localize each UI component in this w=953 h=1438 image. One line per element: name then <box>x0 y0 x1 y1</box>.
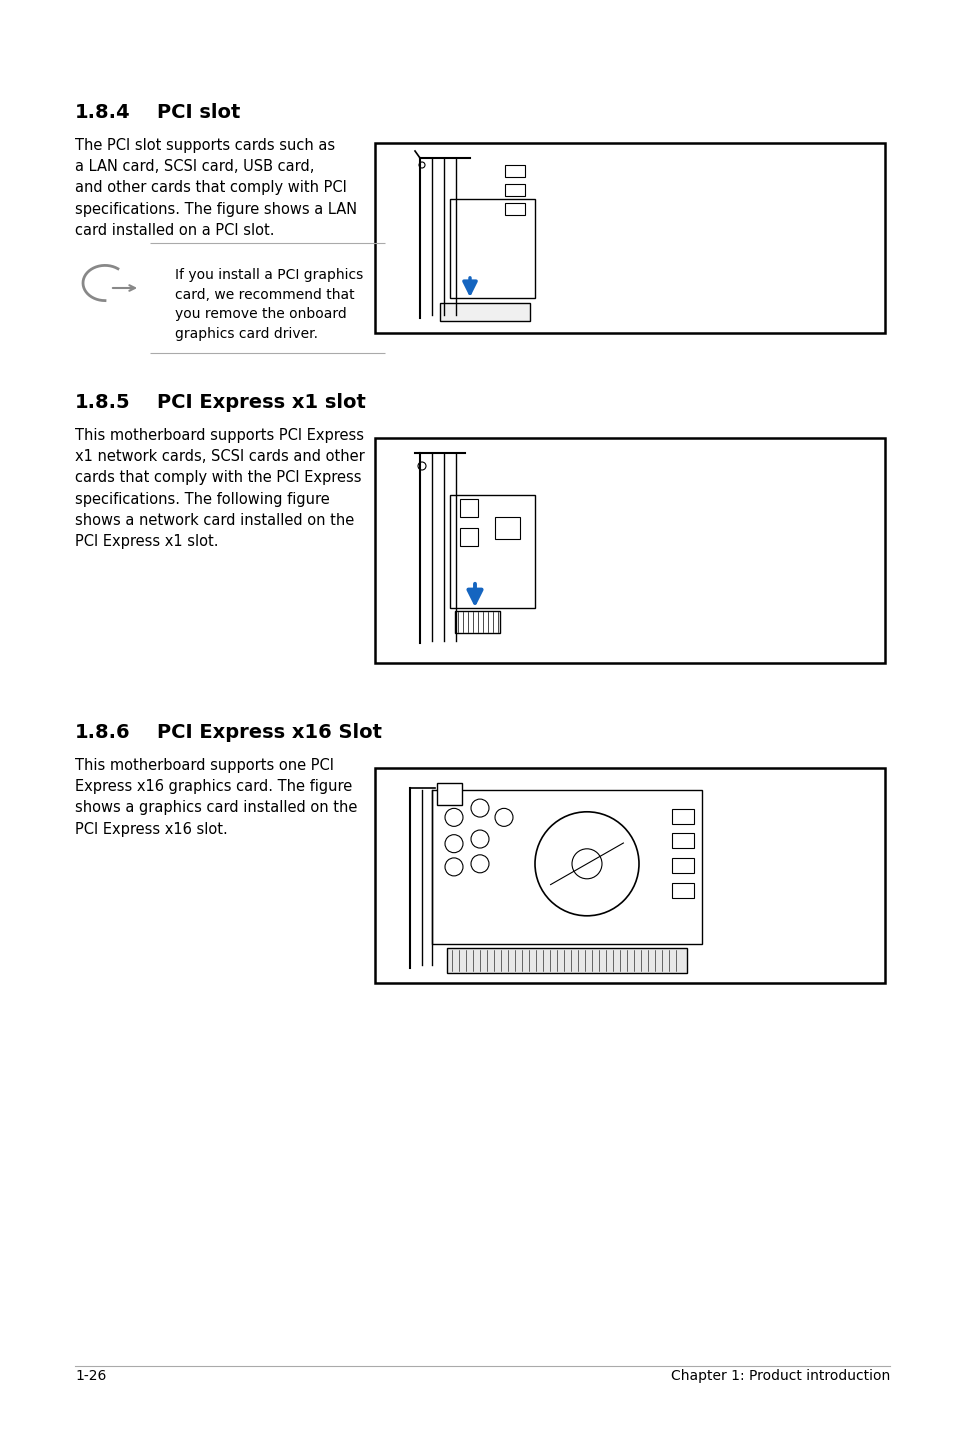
Text: 1-26: 1-26 <box>75 1369 107 1383</box>
Bar <box>432 789 701 945</box>
Bar <box>459 528 477 546</box>
Bar <box>439 303 530 321</box>
Bar <box>495 518 519 539</box>
Bar <box>671 883 693 897</box>
Bar <box>671 834 693 848</box>
Text: 1.8.6: 1.8.6 <box>75 723 131 742</box>
Text: 1.8.4: 1.8.4 <box>75 104 131 122</box>
Bar <box>375 768 884 984</box>
Bar <box>375 142 884 334</box>
Text: This motherboard supports one PCI
Express x16 graphics card. The figure
shows a : This motherboard supports one PCI Expres… <box>75 758 357 837</box>
Text: This motherboard supports PCI Express
x1 network cards, SCSI cards and other
car: This motherboard supports PCI Express x1… <box>75 429 364 549</box>
Bar <box>504 203 524 216</box>
Text: If you install a PCI graphics
card, we recommend that
you remove the onboard
gra: If you install a PCI graphics card, we r… <box>174 267 363 341</box>
Bar <box>447 948 686 974</box>
Text: 1.8.5: 1.8.5 <box>75 393 131 413</box>
Text: The PCI slot supports cards such as
a LAN card, SCSI card, USB card,
and other c: The PCI slot supports cards such as a LA… <box>75 138 356 237</box>
Bar <box>375 439 884 663</box>
Text: PCI Express x1 slot: PCI Express x1 slot <box>157 393 366 413</box>
Text: PCI Express x16 Slot: PCI Express x16 Slot <box>157 723 381 742</box>
Bar <box>436 782 461 805</box>
Bar <box>671 808 693 824</box>
Bar <box>450 496 535 608</box>
Bar <box>671 858 693 873</box>
Bar <box>504 165 524 177</box>
Bar <box>504 184 524 196</box>
Bar <box>459 499 477 516</box>
Bar <box>455 611 499 633</box>
Text: Chapter 1: Product introduction: Chapter 1: Product introduction <box>670 1369 889 1383</box>
Text: PCI slot: PCI slot <box>157 104 240 122</box>
Bar <box>450 200 535 298</box>
